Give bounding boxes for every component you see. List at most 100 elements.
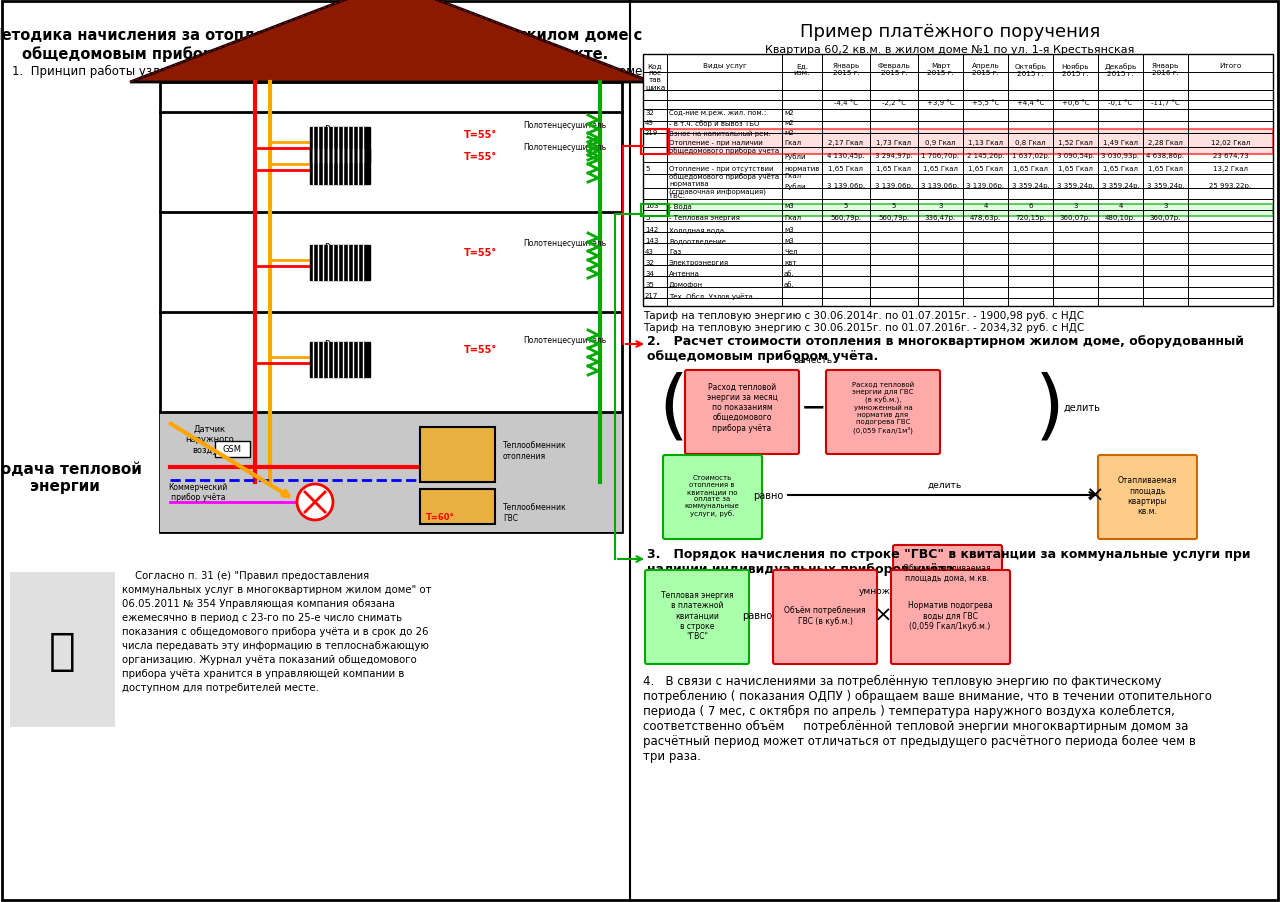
Text: м2: м2 xyxy=(783,130,794,136)
Text: +0,6 °С: +0,6 °С xyxy=(1061,99,1089,106)
Text: Домофон: Домофон xyxy=(669,281,703,288)
Text: 34: 34 xyxy=(645,271,654,277)
Text: - в т.ч. сбор и вывоз ТБО: - в т.ч. сбор и вывоз ТБО xyxy=(669,120,759,126)
Text: организацию. Журнал учёта показаний общедомового: организацию. Журнал учёта показаний обще… xyxy=(122,654,417,664)
Text: равно: равно xyxy=(742,611,772,621)
Bar xyxy=(310,343,370,378)
Text: Гкал: Гкал xyxy=(783,215,801,221)
Text: умножить: умножить xyxy=(859,586,908,595)
Bar xyxy=(420,428,495,483)
Text: Квартира 60,2 кв.м. в жилом доме №1 по ул. 1-я Крестьянская: Квартира 60,2 кв.м. в жилом доме №1 по у… xyxy=(765,45,1134,55)
Text: делить: делить xyxy=(928,481,963,490)
Text: 480,10р.: 480,10р. xyxy=(1105,215,1137,221)
Text: -0,1 °С: -0,1 °С xyxy=(1108,99,1133,106)
Text: 3: 3 xyxy=(938,203,943,208)
Text: 35: 35 xyxy=(645,281,654,288)
Text: 2 145,26р.: 2 145,26р. xyxy=(966,152,1005,159)
Text: аб.: аб. xyxy=(783,281,795,288)
Bar xyxy=(667,130,1274,155)
FancyBboxPatch shape xyxy=(826,371,940,455)
Text: 3 139,06р.: 3 139,06р. xyxy=(966,183,1005,189)
Text: 1,65 Гкал: 1,65 Гкал xyxy=(1148,166,1183,171)
Text: 3 139,06р.: 3 139,06р. xyxy=(922,183,960,189)
Text: 1,52 Гкал: 1,52 Гкал xyxy=(1059,140,1093,146)
Text: Рубли: Рубли xyxy=(783,183,805,189)
Text: Водоотведение: Водоотведение xyxy=(669,238,726,244)
Text: 1,65 Гкал: 1,65 Гкал xyxy=(968,166,1004,171)
Text: Радиатор
отопления: Радиатор отопления xyxy=(321,340,369,359)
Text: 3: 3 xyxy=(1164,203,1167,208)
Text: 360,07р.: 360,07р. xyxy=(1060,215,1091,221)
Text: Тариф на тепловую энергию с 30.06.2014г. по 01.07.2015г. - 1900,98 руб. с НДС: Тариф на тепловую энергию с 30.06.2014г.… xyxy=(643,310,1084,321)
Text: периода ( 7 мес, с октября по апрель ) температура наружного воздуха колеблется,: периода ( 7 мес, с октября по апрель ) т… xyxy=(643,704,1175,717)
Text: аб.: аб. xyxy=(783,271,795,277)
Text: м3: м3 xyxy=(783,226,794,233)
Text: 5: 5 xyxy=(892,203,896,208)
Text: 32: 32 xyxy=(645,260,654,266)
Bar xyxy=(160,412,622,532)
Text: Полотенцесушитель: Полотенцесушитель xyxy=(524,143,607,152)
Text: 5: 5 xyxy=(645,166,649,171)
Text: 1 706,70р.: 1 706,70р. xyxy=(922,152,960,159)
Text: 4: 4 xyxy=(1119,203,1123,208)
Text: Отопление - при наличии
общедомового прибора учёта: Отопление - при наличии общедомового при… xyxy=(669,140,780,154)
Text: (: ( xyxy=(658,371,687,445)
Text: 3 359,24р.: 3 359,24р. xyxy=(1147,183,1184,189)
Text: 336,47р.: 336,47р. xyxy=(925,215,956,221)
Text: 2.   Расчет стоимости отопления в многоквартирном жилом доме, оборудованный
обще: 2. Расчет стоимости отопления в многоква… xyxy=(646,335,1244,363)
Text: GSM: GSM xyxy=(223,445,242,454)
Text: Полотенцесушитель: Полотенцесушитель xyxy=(524,336,607,345)
Text: 4 130,45р.: 4 130,45р. xyxy=(827,152,865,159)
Text: 560,79р.: 560,79р. xyxy=(831,215,861,221)
Text: 1,13 Гкал: 1,13 Гкал xyxy=(968,140,1004,146)
Text: 1,65 Гкал: 1,65 Гкал xyxy=(1012,166,1048,171)
Text: 1 637,02р.: 1 637,02р. xyxy=(1011,152,1050,159)
Text: м2: м2 xyxy=(783,110,794,115)
Text: 1,73 Гкал: 1,73 Гкал xyxy=(877,140,911,146)
Bar xyxy=(310,150,370,185)
Text: квт: квт xyxy=(783,260,796,266)
Text: Отапливаемая
площадь
квартиры
кв.м.: Отапливаемая площадь квартиры кв.м. xyxy=(1117,475,1176,516)
Text: 3 359,24р.: 3 359,24р. xyxy=(1102,183,1139,189)
Text: ГВС:: ГВС: xyxy=(669,193,685,198)
Bar xyxy=(310,245,370,281)
Text: 12,02 Гкал: 12,02 Гкал xyxy=(1211,140,1251,146)
Text: 25 993,22р.: 25 993,22р. xyxy=(1210,183,1252,189)
Text: 3 139,06р.: 3 139,06р. xyxy=(876,183,913,189)
Text: потреблению ( показания ОДПУ ) обращаем ваше внимание, что в течении отопительно: потреблению ( показания ОДПУ ) обращаем … xyxy=(643,689,1212,703)
Text: Электроэнергия: Электроэнергия xyxy=(669,260,730,266)
Text: Гкал: Гкал xyxy=(783,140,801,146)
Text: 720,15р.: 720,15р. xyxy=(1015,215,1046,221)
Text: равно: равно xyxy=(753,491,783,501)
Text: 3 139,06р.: 3 139,06р. xyxy=(827,183,865,189)
Text: Отопление - при отсутствии
общедомового прибора учёта
норматива
(справочная инфо: Отопление - при отсутствии общедомового … xyxy=(669,166,780,194)
Text: м3: м3 xyxy=(783,203,794,208)
Text: 49: 49 xyxy=(645,120,654,126)
Text: 3 294,97р.: 3 294,97р. xyxy=(876,152,913,159)
Text: Теплообменник
ГВС: Теплообменник ГВС xyxy=(503,502,567,522)
Text: 5: 5 xyxy=(844,203,849,208)
Text: Октябрь
2015 г.: Октябрь 2015 г. xyxy=(1015,63,1047,77)
Text: 478,63р.: 478,63р. xyxy=(970,215,1001,221)
Text: м3: м3 xyxy=(783,238,794,244)
Text: 1,65 Гкал: 1,65 Гкал xyxy=(923,166,957,171)
Text: +3,9 °С: +3,9 °С xyxy=(927,99,955,106)
Text: Рубли: Рубли xyxy=(783,152,805,160)
Text: Методика начисления за отопление и ГВС в многоквартирном жилом доме с
общедомовы: Методика начисления за отопление и ГВС в… xyxy=(0,28,643,61)
Text: 2,28 Гкал: 2,28 Гкал xyxy=(1148,140,1183,146)
Text: 5: 5 xyxy=(645,215,649,221)
Text: доступном для потребителей месте.: доступном для потребителей месте. xyxy=(122,682,319,692)
Text: Тех. Обсл. Узлов учёта: Тех. Обсл. Узлов учёта xyxy=(669,292,753,299)
Text: Норматив подогрева
воды для ГВС
(0,059 Гкал/1куб.м.): Норматив подогрева воды для ГВС (0,059 Г… xyxy=(908,601,992,630)
Text: три раза.: три раза. xyxy=(643,750,701,762)
Text: коммунальных услуг в многоквартирном жилом доме" от: коммунальных услуг в многоквартирном жил… xyxy=(122,584,431,594)
Text: 560,79р.: 560,79р. xyxy=(878,215,910,221)
Text: Тариф на тепловую энергию с 30.06.2015г. по 01.07.2016г. - 2034,32 руб. с НДС: Тариф на тепловую энергию с 30.06.2015г.… xyxy=(643,323,1084,333)
Text: 217: 217 xyxy=(645,292,658,299)
Text: расчётный период может отличаться от предыдущего расчётного периода более чем в: расчётный период может отличаться от пре… xyxy=(643,734,1196,747)
Text: Полотенцесушитель: Полотенцесушитель xyxy=(524,239,607,248)
Text: 219: 219 xyxy=(645,130,658,136)
Text: 3 359,24р.: 3 359,24р. xyxy=(1056,183,1094,189)
Text: Взнос на капитальный рем.: Взнос на капитальный рем. xyxy=(669,130,771,136)
Text: Коммерческий
прибор учёта: Коммерческий прибор учёта xyxy=(169,483,228,502)
